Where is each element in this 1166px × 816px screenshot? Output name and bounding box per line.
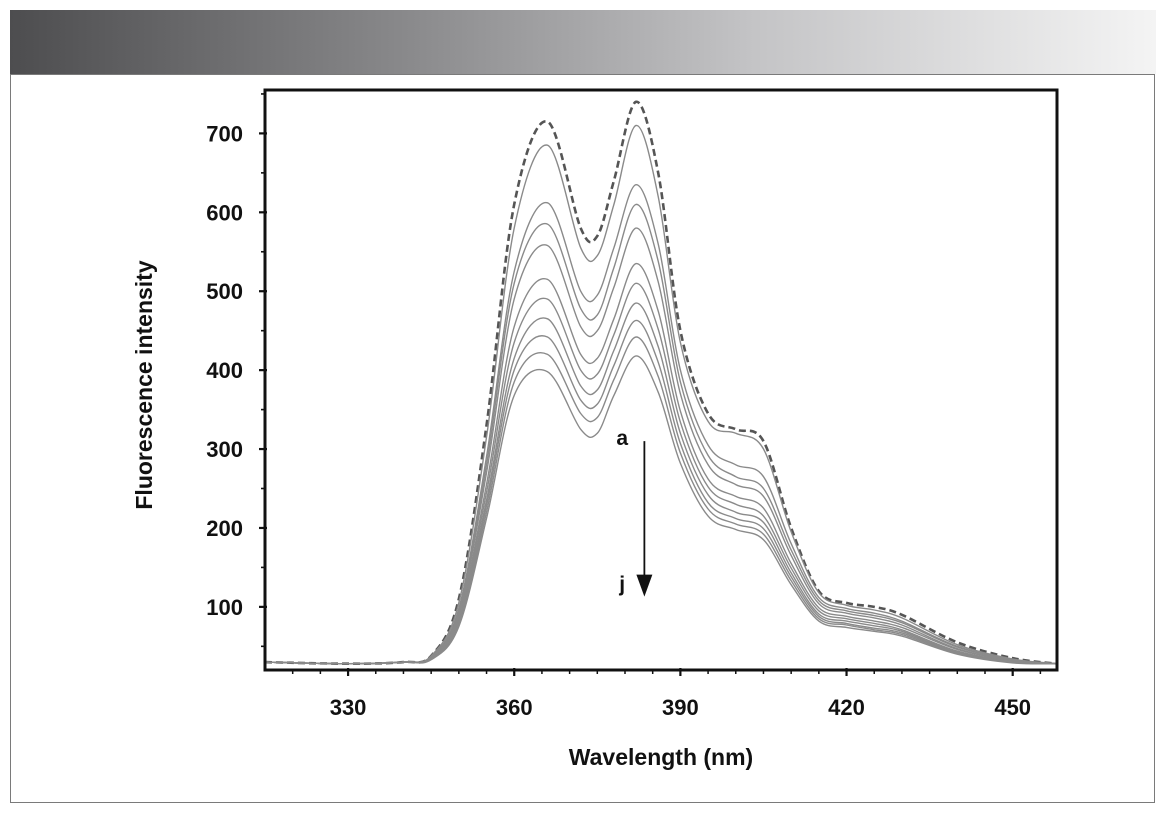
x-axis: 330 360 390 420 450 [291, 668, 1042, 720]
x-tick-label: 360 [496, 695, 533, 720]
annotation-label-j: j [618, 573, 625, 596]
series-line-10 [264, 355, 1058, 665]
series-line-5 [264, 262, 1058, 665]
plot-area-border [263, 88, 1059, 672]
x-tick-label: 420 [828, 695, 865, 720]
series-line-2 [264, 184, 1058, 665]
arrow-head [636, 574, 653, 597]
series-line-4 [264, 227, 1058, 665]
series-line-3 [264, 203, 1058, 665]
y-tick-label: 200 [206, 516, 243, 541]
y-tick-label: 700 [206, 121, 243, 146]
series-line-8 [264, 319, 1058, 665]
series-line-9 [264, 336, 1058, 665]
y-tick-label: 400 [206, 358, 243, 383]
y-tick-label: 300 [206, 437, 243, 462]
series-line-dashed [264, 100, 1058, 666]
series-line-6 [264, 282, 1058, 665]
x-tick-label: 330 [330, 695, 367, 720]
x-axis-title: Wavelength (nm) [569, 744, 753, 770]
series-line-7 [264, 302, 1058, 665]
y-tick-label: 600 [206, 200, 243, 225]
x-tick-label: 450 [994, 695, 1031, 720]
curves-layer [264, 100, 1058, 666]
y-tick-label: 100 [206, 595, 243, 620]
figure-frame [10, 74, 1155, 803]
series-line-1 [264, 124, 1058, 665]
annotation-label-a: a [616, 427, 628, 450]
y-axis-title: Fluorescence intensity [131, 260, 157, 509]
x-tick-label: 390 [662, 695, 699, 720]
y-axis: 100 200 300 400 500 600 700 [206, 93, 267, 648]
header-banner [10, 10, 1156, 74]
annotations: aj [616, 427, 653, 597]
y-tick-label: 500 [206, 279, 243, 304]
